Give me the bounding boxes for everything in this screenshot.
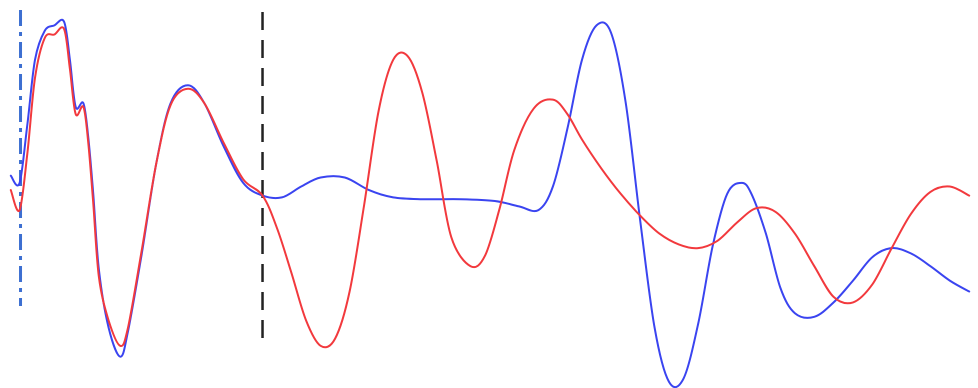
blue-series-line xyxy=(9,18,971,388)
series-layer xyxy=(9,18,971,388)
reference-lines xyxy=(19,10,264,345)
red-series-line xyxy=(9,26,971,349)
